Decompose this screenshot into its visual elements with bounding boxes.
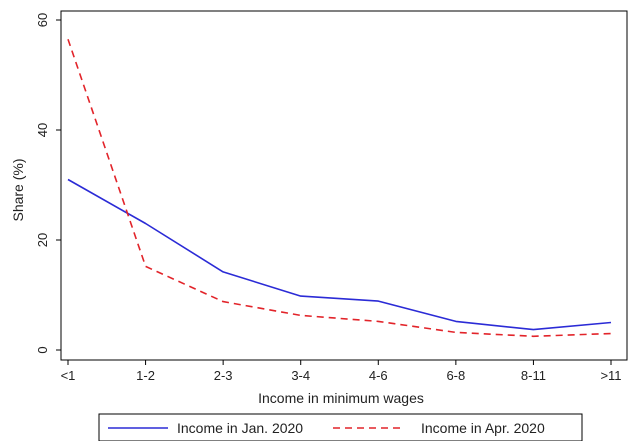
x-tick-label: 2-3: [214, 368, 233, 383]
series-layer: [67, 39, 612, 338]
x-tick-label: 1-2: [136, 368, 155, 383]
y-tick-label: 60: [35, 13, 50, 27]
legend-label-income-apr-2020: Income in Apr. 2020: [421, 420, 545, 436]
x-tick-label: 3-4: [291, 368, 310, 383]
y-tick-label: 20: [35, 233, 50, 247]
series-line-1: [67, 39, 612, 338]
x-tick-label: 8-11: [521, 368, 546, 383]
x-tick-label: <1: [61, 368, 76, 383]
x-tick-label: >11: [600, 368, 621, 383]
legend-label-income-jan-2020: Income in Jan. 2020: [177, 420, 303, 436]
legend: Income in Jan. 2020 Income in Apr. 2020: [98, 413, 583, 441]
y-axis-title: Share (%): [10, 158, 26, 221]
x-axis: <1 1-2 2-3 3-4 4-6 6-8 8-11 >11: [61, 360, 622, 383]
series-line-0: [67, 178, 612, 331]
x-tick-label: 6-8: [446, 368, 465, 383]
x-axis-title: Income in minimum wages: [258, 390, 424, 406]
y-tick-label: 0: [35, 346, 50, 353]
x-tick-label: 4-6: [369, 368, 388, 383]
y-axis: 0 20 40 60: [35, 13, 61, 354]
y-tick-label: 40: [35, 123, 50, 137]
legend-box: [98, 413, 583, 441]
plot-area: [60, 10, 628, 361]
